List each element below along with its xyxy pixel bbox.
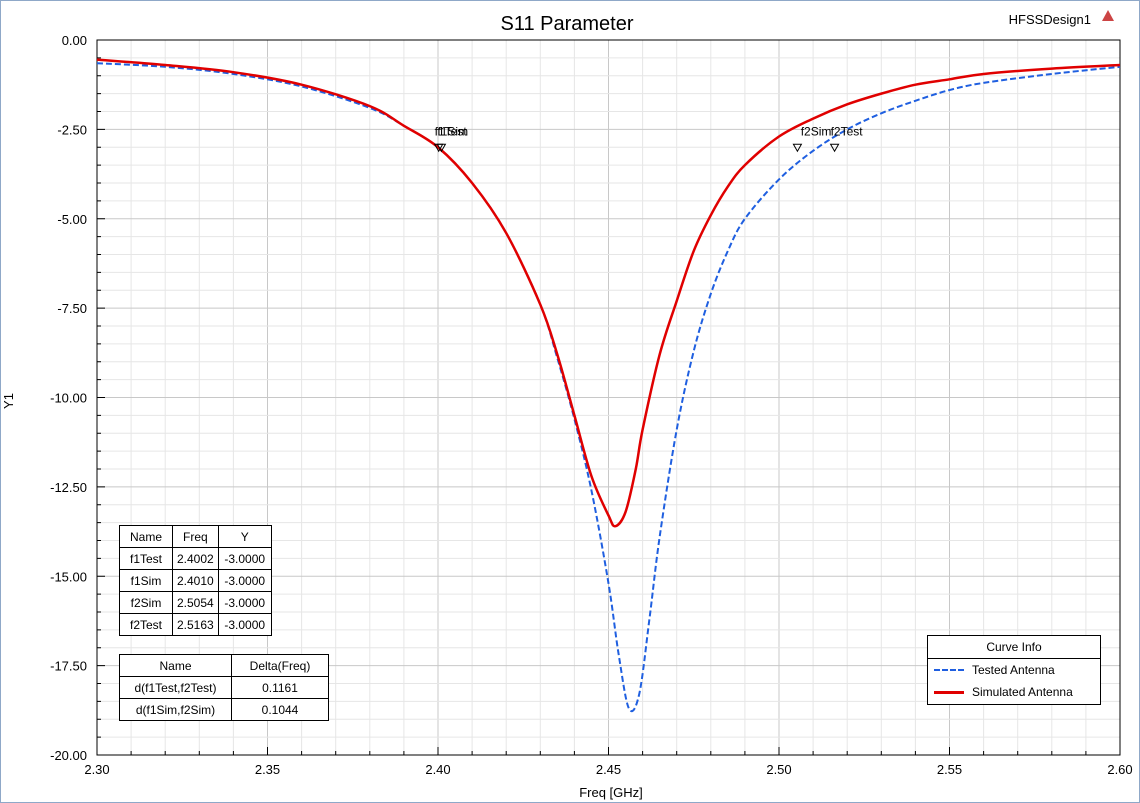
marker-triangle-f2Sim: [792, 143, 803, 153]
table-cell: 2.4010: [172, 569, 219, 592]
tick-labels: 2.30 2.35 2.40 2.45 2.50 2.55 2.60 0.00 -2.50 -5.…: [50, 33, 1133, 777]
marker-label-f2Test: f2Test: [831, 124, 864, 138]
y-axis-label: Y1: [1, 393, 16, 409]
table-cell: 2.4002: [172, 547, 219, 570]
marker-label-f1Sim: f1Sim: [437, 124, 468, 138]
x-tick-label: 2.45: [596, 762, 621, 777]
table-header-cell: Name: [119, 654, 232, 677]
table-cell: f2Test: [119, 613, 173, 636]
series-tested-antenna: [96, 62, 1121, 713]
legend-title: Curve Info: [928, 636, 1100, 659]
marker-label-f2Sim: f2Sim: [801, 124, 832, 138]
series-lines: [96, 58, 1121, 713]
legend: Curve Info Tested Antenna Simulated Ante…: [927, 635, 1101, 705]
table-cell: -3.0000: [217, 569, 272, 592]
table-row: f1Test 2.4002 -3.0000: [119, 547, 272, 570]
y-tick-label: -10.00: [50, 391, 87, 406]
x-tick-label: 2.35: [255, 762, 280, 777]
table-cell: -3.0000: [217, 547, 272, 570]
legend-label-tested: Tested Antenna: [972, 663, 1055, 677]
table-header-row: Name Delta(Freq): [119, 654, 329, 677]
chart-title: S11 Parameter: [500, 13, 633, 35]
design-label: HFSSDesign1: [1009, 12, 1091, 27]
y-tick-label: -5.00: [57, 212, 87, 227]
table-cell: -3.0000: [217, 613, 272, 636]
table-row: f2Sim 2.5054 -3.0000: [119, 591, 272, 614]
table-cell: d(f1Test,f2Test): [119, 676, 232, 699]
table-header-cell: Delta(Freq): [231, 654, 329, 677]
table-row: f2Test 2.5163 -3.0000: [119, 613, 272, 636]
table-row: d(f1Sim,f2Sim) 0.1044: [119, 698, 329, 721]
x-axis-label: Freq [GHz]: [579, 785, 643, 800]
table-cell: 2.5163: [172, 613, 219, 636]
table-cell: -3.0000: [217, 591, 272, 614]
legend-swatch-simulated: [934, 690, 964, 694]
legend-item-simulated: Simulated Antenna: [928, 681, 1100, 703]
table-header-cell: Freq: [172, 525, 219, 548]
y-tick-label: -2.50: [57, 122, 87, 137]
x-tick-label: 2.55: [937, 762, 962, 777]
y-tick-label: -15.00: [50, 569, 87, 584]
table-header-cell: Name: [119, 525, 173, 548]
table-header-row: Name Freq Y: [119, 525, 272, 548]
y-tick-label: -7.50: [57, 301, 87, 316]
warning-icon[interactable]: [1102, 10, 1114, 21]
x-tick-label: 2.40: [425, 762, 450, 777]
marker-label-f1Test: f1Test: [435, 124, 468, 138]
x-tick-label: 2.60: [1107, 762, 1132, 777]
table-cell: 0.1161: [231, 676, 329, 699]
table-cell: 2.5054: [172, 591, 219, 614]
table-cell: d(f1Sim,f2Sim): [119, 698, 232, 721]
axis-ticks: [96, 39, 1121, 756]
table-row: f1Sim 2.4010 -3.0000: [119, 569, 272, 592]
table-cell: f1Sim: [119, 569, 173, 592]
x-tick-label: 2.50: [766, 762, 791, 777]
y-tick-label: -20.00: [50, 748, 87, 763]
legend-swatch-tested: [934, 669, 964, 671]
delta-table: Name Delta(Freq) d(f1Test,f2Test) 0.1161 d(f…: [119, 654, 329, 721]
table-cell: 0.1044: [231, 698, 329, 721]
table-cell: f2Sim: [119, 591, 173, 614]
table-cell: f1Test: [119, 547, 173, 570]
y-tick-label: -17.50: [50, 659, 87, 674]
legend-item-tested: Tested Antenna: [928, 659, 1100, 681]
series-simulated-antenna: [96, 58, 1121, 528]
y-tick-label: -12.50: [50, 480, 87, 495]
legend-label-simulated: Simulated Antenna: [972, 685, 1073, 699]
table-header-cell: Y: [217, 525, 272, 548]
y-tick-label: 0.00: [62, 33, 87, 48]
table-row: d(f1Test,f2Test) 0.1161: [119, 676, 329, 699]
marker-triangle-f2Test: [829, 143, 840, 153]
x-tick-label: 2.30: [84, 762, 109, 777]
marker-triangle-f1Sim: [436, 143, 447, 153]
